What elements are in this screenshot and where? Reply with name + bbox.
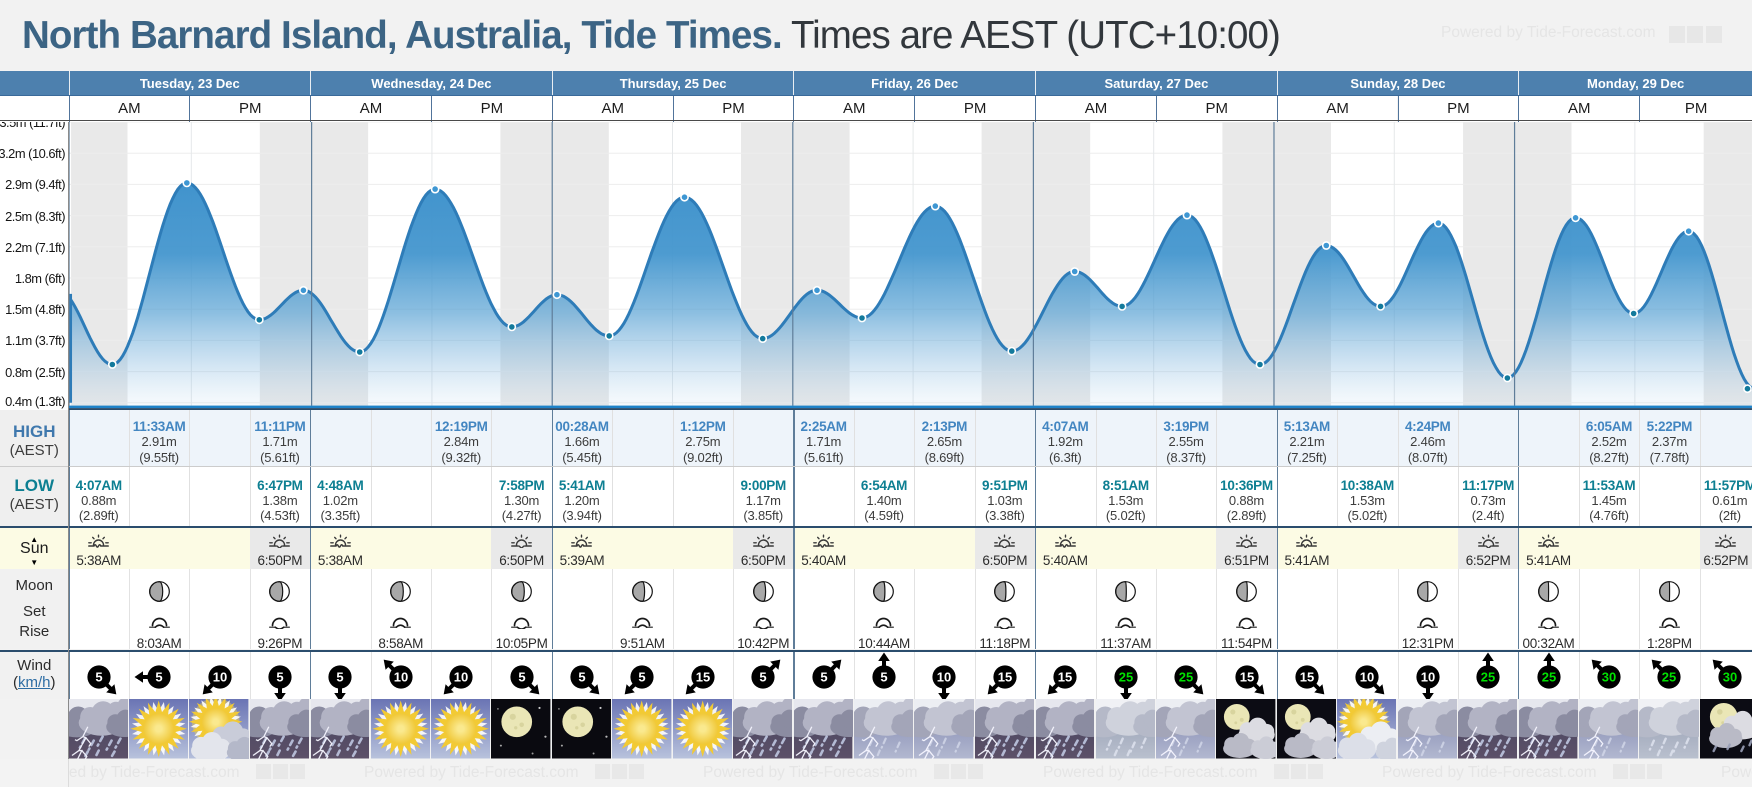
svg-text:15: 15: [1239, 669, 1253, 684]
svg-text:10: 10: [937, 669, 951, 684]
svg-text:5: 5: [337, 669, 344, 684]
svg-text:15: 15: [998, 669, 1012, 684]
svg-text:15: 15: [696, 669, 710, 684]
svg-text:25: 25: [1662, 669, 1676, 684]
svg-text:5: 5: [639, 669, 646, 684]
svg-text:5: 5: [155, 669, 162, 684]
svg-text:10: 10: [212, 669, 226, 684]
svg-text:5: 5: [760, 669, 767, 684]
svg-text:15: 15: [1058, 669, 1072, 684]
svg-text:5: 5: [880, 669, 887, 684]
svg-text:10: 10: [454, 669, 468, 684]
svg-text:25: 25: [1541, 669, 1555, 684]
svg-text:25: 25: [1179, 669, 1193, 684]
svg-text:30: 30: [1723, 669, 1737, 684]
svg-text:10: 10: [1360, 669, 1374, 684]
svg-text:25: 25: [1481, 669, 1495, 684]
svg-text:30: 30: [1602, 669, 1616, 684]
svg-text:10: 10: [394, 669, 408, 684]
svg-text:15: 15: [1300, 669, 1314, 684]
svg-text:10: 10: [1420, 669, 1434, 684]
svg-text:5: 5: [95, 669, 102, 684]
svg-text:5: 5: [578, 669, 585, 684]
svg-text:5: 5: [276, 669, 283, 684]
svg-text:25: 25: [1118, 669, 1132, 684]
svg-text:5: 5: [518, 669, 525, 684]
svg-text:5: 5: [820, 669, 827, 684]
